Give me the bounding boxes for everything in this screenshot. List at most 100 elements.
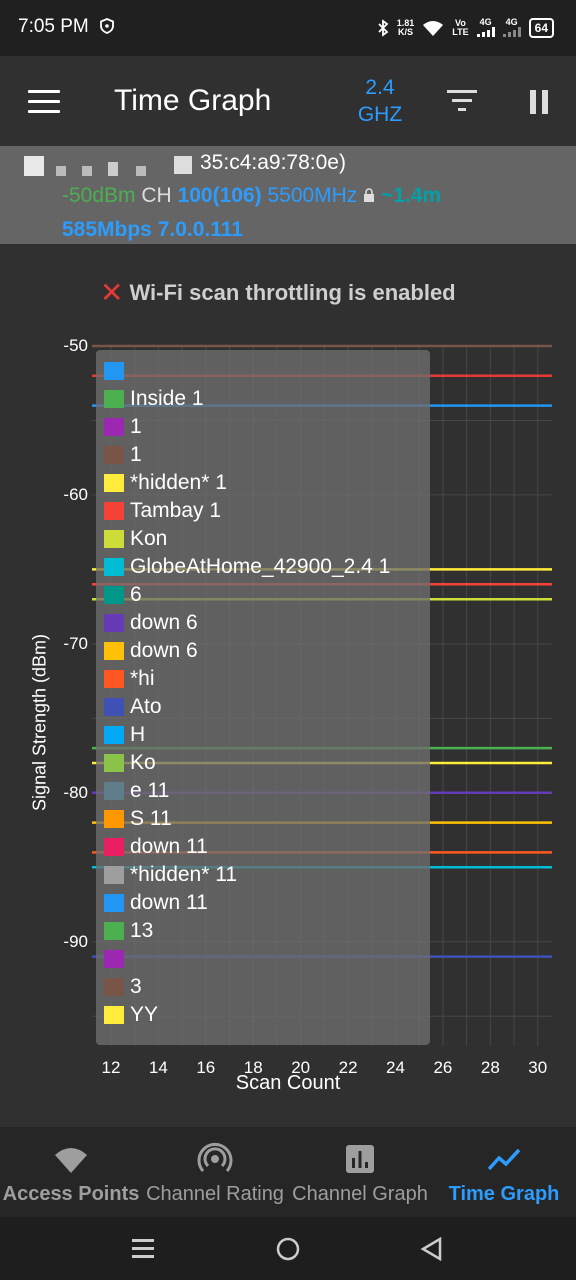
cell-signal-icon (476, 26, 495, 37)
band-value: 2.4 (365, 76, 395, 99)
legend-label: Kon (130, 527, 168, 550)
legend-item: Ato (104, 694, 162, 720)
legend-swatch (104, 614, 124, 632)
legend-swatch (104, 978, 124, 996)
legend-label: down 11 (130, 835, 208, 858)
legend-item: e 11 (104, 778, 169, 804)
tab-access-points[interactable]: Access Points (0, 1127, 142, 1217)
tab-channel-rating[interactable]: Channel Rating (142, 1127, 288, 1217)
home-icon[interactable] (276, 1237, 300, 1261)
bar-chart-icon (346, 1145, 374, 1173)
bottom-navigation: Access Points Channel Rating Channel Gra… (0, 1127, 576, 1217)
legend-item: 1 (104, 442, 142, 468)
legend-label: 1 (130, 415, 142, 438)
x-tick-label: 26 (433, 1058, 453, 1077)
speed-ip: 585Mbps 7.0.0.111 (62, 218, 243, 242)
tab-channel-graph[interactable]: Channel Graph (288, 1127, 432, 1217)
legend-label: *hidden* 11 (130, 863, 238, 886)
legend-label: Tambay 1 (130, 499, 222, 522)
wifi-status-icon (423, 21, 444, 36)
legend-item: YY (104, 1002, 158, 1028)
filter-icon[interactable] (447, 90, 477, 112)
tab-label: Access Points (2, 1183, 140, 1205)
legend-item (104, 358, 130, 384)
menu-icon[interactable] (28, 90, 60, 114)
status-bar: 7:05 PM 1.81 K/S Vo LTE 4G 4G 64 (0, 0, 576, 56)
legend-swatch (104, 474, 124, 492)
ssid-redacted (16, 150, 196, 176)
legend-label: down 6 (130, 611, 198, 634)
x-tick-label: 12 (101, 1058, 121, 1077)
line-chart-icon (487, 1148, 521, 1171)
legend-swatch (104, 950, 124, 968)
legend-label: 1 (130, 443, 142, 466)
legend-label: Ato (130, 695, 162, 718)
volte-indicator: Vo LTE (452, 18, 469, 37)
pause-icon[interactable] (528, 90, 550, 114)
y-tick-label: -50 (63, 336, 88, 355)
y-tick-label: -70 (63, 633, 88, 653)
system-navigation (0, 1217, 576, 1280)
legend-swatch (104, 642, 124, 660)
throttle-warning: ✕ Wi-Fi scan throttling is enabled (100, 276, 456, 309)
battery-indicator: 64 (528, 18, 554, 38)
cell-signal-icon (502, 26, 521, 37)
legend-label: 6 (130, 583, 142, 606)
legend-item: down 11 (104, 890, 208, 916)
legend-item: down 6 (104, 610, 198, 636)
y-tick-label: -80 (63, 782, 88, 802)
legend-label: GlobeAtHome_42900_2.4 1 (130, 555, 391, 578)
legend-item: 13 (104, 918, 153, 944)
x-tick-label: 16 (196, 1058, 216, 1077)
bluetooth-icon (378, 19, 389, 37)
legend-item: S 11 (104, 806, 172, 832)
sim2-signal: 4G (502, 17, 521, 39)
app-bar: Time Graph 2.4 GHZ (0, 56, 576, 146)
legend-swatch (104, 586, 124, 604)
legend-label: Ko (130, 751, 156, 774)
y-tick-label: -60 (63, 484, 88, 504)
net-speed: 1.81 K/S (396, 18, 415, 37)
legend-item (104, 946, 130, 972)
legend-swatch (104, 446, 124, 464)
status-time: 7:05 PM (18, 16, 89, 37)
legend-item: 6 (104, 582, 142, 608)
x-axis-label: Scan Count (235, 1072, 341, 1094)
legend-swatch (104, 502, 124, 520)
back-icon[interactable] (420, 1237, 442, 1261)
x-tick-label: 14 (148, 1058, 168, 1077)
x-tick-label: 20 (291, 1058, 311, 1077)
bssid: 35:c4:a9:78:0e) (200, 151, 346, 174)
legend-item: H (104, 722, 145, 748)
legend-item: Inside 1 (104, 386, 204, 412)
band-unit: GHZ (357, 103, 403, 126)
channel-value: 100(106) (177, 184, 262, 207)
tab-time-graph[interactable]: Time Graph (432, 1127, 576, 1217)
x-tick-label: 22 (338, 1058, 358, 1077)
legend-swatch (104, 670, 124, 688)
tab-label: Channel Rating (146, 1183, 284, 1205)
legend-item: *hidden* 11 (104, 862, 237, 888)
connection-info: 35:c4:a9:78:0e) -50dBm CH 100(106) 5500M… (0, 146, 576, 244)
legend-label: S 11 (130, 807, 172, 830)
legend-label: *hidden* 1 (130, 471, 227, 494)
legend-swatch (104, 922, 124, 940)
error-x-icon: ✕ (100, 277, 124, 308)
legend-item: down 11 (104, 834, 208, 860)
legend-label: 3 (130, 975, 142, 998)
channel-label: CH (141, 184, 172, 207)
chart-legend: Inside 1 1 1 *hidden* 1 Tambay 1 Kon GlobeAtHo… (96, 350, 430, 1045)
legend-swatch (104, 810, 124, 828)
legend-label: e 11 (130, 779, 170, 802)
legend-label: down 11 (130, 891, 208, 914)
legend-label: 13 (130, 919, 154, 942)
band-selector[interactable]: 2.4 GHZ (350, 74, 410, 128)
legend-label: YY (130, 1003, 159, 1026)
recents-icon[interactable] (132, 1237, 154, 1259)
legend-swatch (104, 698, 124, 716)
legend-item: 3 (104, 974, 142, 1000)
legend-swatch (104, 530, 124, 548)
y-tick-label: -90 (63, 931, 88, 951)
legend-label: down 6 (130, 639, 198, 662)
wifi-icon (55, 1148, 87, 1173)
